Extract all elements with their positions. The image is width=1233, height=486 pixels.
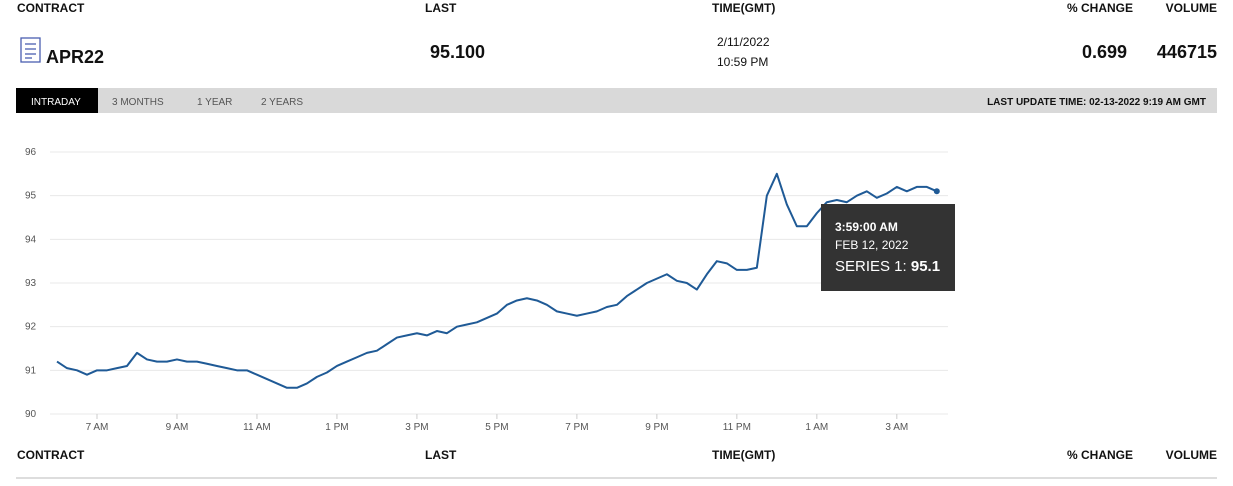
y-tick-label: 96	[25, 147, 37, 158]
col-header: VOLUME	[1166, 448, 1217, 462]
contract-icon	[20, 37, 41, 63]
col-header: VOLUME	[1166, 1, 1217, 15]
x-tick-label: 9 PM	[645, 422, 668, 433]
tooltip-series: SERIES 1: 95.1	[835, 258, 940, 275]
col-header: TIME(GMT)	[712, 1, 775, 15]
tooltip-date: FEB 12, 2022	[835, 238, 909, 252]
tab[interactable]: 1 YEAR	[197, 97, 232, 108]
y-tick-label: 90	[25, 409, 37, 420]
x-tick-label: 7 AM	[86, 422, 109, 433]
x-tick-label: 11 PM	[723, 422, 751, 433]
col-header: % CHANGE	[1067, 1, 1133, 15]
x-tick-label: 11 AM	[243, 422, 271, 433]
contract[interactable]: APR22	[46, 47, 104, 67]
col-header: TIME(GMT)	[712, 448, 775, 462]
col-header: LAST	[425, 448, 457, 462]
y-tick-label: 91	[25, 365, 37, 376]
x-tick-label: 1 PM	[325, 422, 348, 433]
volume: 446715	[1157, 42, 1217, 62]
tooltip-time: 3:59:00 AM	[835, 220, 898, 234]
y-tick-label: 93	[25, 278, 37, 289]
x-tick-label: 3 AM	[885, 422, 908, 433]
last-update: LAST UPDATE TIME: 02-13-2022 9:19 AM GMT	[987, 97, 1206, 108]
hover-point	[933, 188, 940, 195]
tooltip-series-name: SERIES 1:	[835, 258, 907, 275]
tab[interactable]: 2 YEARS	[261, 97, 303, 108]
last: 95.100	[430, 42, 485, 62]
y-tick-label: 95	[25, 191, 37, 202]
chart: 90 91 92 93 94 95 96 7 AM 9 AM 11 AM 1 PM 3 PM 5 PM 7…	[25, 147, 948, 433]
col-header: CONTRACT	[17, 448, 85, 462]
tooltip-box	[821, 204, 955, 291]
tooltip: 3:59:00 AM FEB 12, 2022 SERIES 1: 95.1	[821, 204, 955, 291]
tooltip-value: 95.1	[911, 258, 940, 275]
time: 10:59 PM	[717, 55, 768, 69]
x-tick-label: 5 PM	[485, 422, 508, 433]
price-line	[56, 172, 938, 389]
col-header: CONTRACT	[17, 1, 85, 15]
x-tick-label: 1 AM	[805, 422, 828, 433]
tab[interactable]: INTRADAY	[31, 97, 81, 108]
x-tick-label: 3 PM	[405, 422, 428, 433]
change: 0.699	[1082, 42, 1127, 62]
y-tick-label: 92	[25, 322, 37, 333]
x-tick-label: 9 AM	[166, 422, 189, 433]
date: 2/11/2022	[717, 35, 770, 49]
col-header: LAST	[425, 1, 457, 15]
y-tick-label: 94	[25, 234, 37, 245]
tab-active[interactable]	[16, 88, 98, 113]
col-header: % CHANGE	[1067, 448, 1133, 462]
tab[interactable]: 3 MONTHS	[112, 97, 164, 108]
x-tick-label: 7 PM	[565, 422, 588, 433]
tab-bar	[16, 88, 1217, 113]
